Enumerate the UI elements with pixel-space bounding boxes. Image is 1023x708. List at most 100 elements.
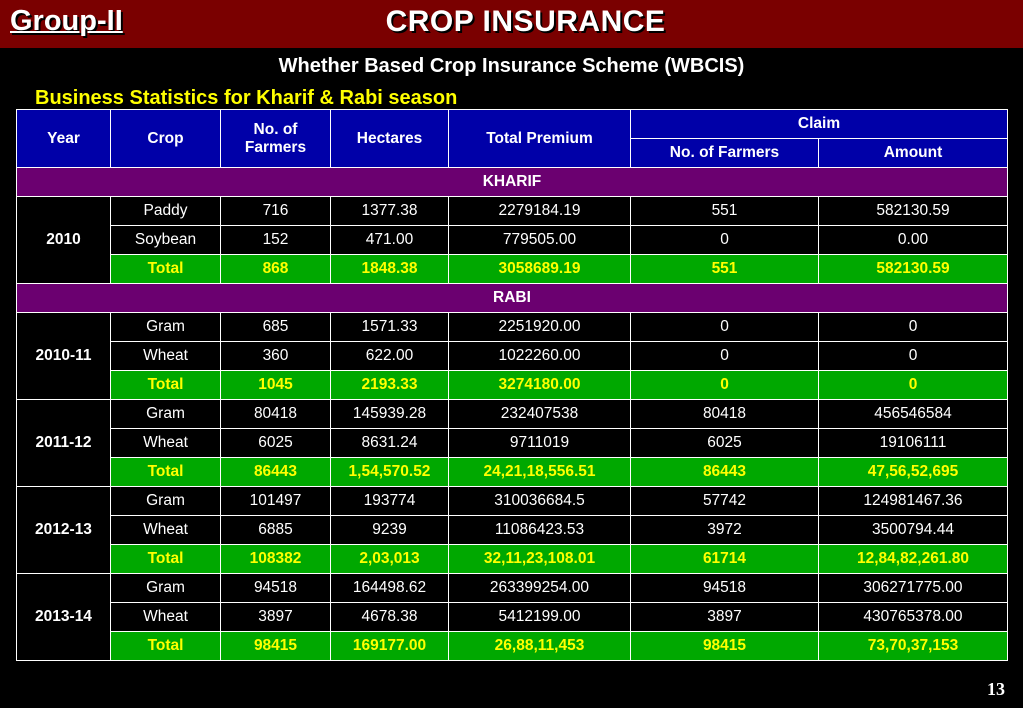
premium-cell: 26,88,11,453: [448, 631, 631, 661]
total-row: Total 108382 2,03,013 32,11,23,108.01 61714 1…: [17, 544, 1008, 574]
premium-cell: 5412199.00: [448, 602, 631, 632]
rabi-season-label: RABI: [16, 283, 1008, 313]
section-title: Business Statistics for Kharif & Rabi se…: [35, 87, 458, 109]
premium-cell: 310036684.5: [448, 486, 631, 516]
page-number: 13: [987, 679, 1005, 699]
kharif-season-label: KHARIF: [16, 167, 1008, 197]
total-row: Total 86443 1,54,570.52 24,21,18,556.51 8644…: [17, 457, 1008, 487]
hectares-cell: 1571.33: [330, 312, 449, 342]
farmers-cell: 716: [220, 196, 331, 226]
claim-farmers-cell: 3972: [630, 515, 819, 545]
claim-farmers-cell: 3897: [630, 602, 819, 632]
statistics-table: Year Crop No. of Farmers Hectares Total …: [16, 109, 1008, 661]
farmers-cell: 6025: [220, 428, 331, 458]
crop-cell: Gram: [110, 399, 221, 429]
crop-cell: Wheat: [110, 602, 221, 632]
year-cell: 2010-11: [16, 312, 111, 400]
premium-cell: 2279184.19: [448, 196, 631, 226]
claim-farmers-cell: 80418: [630, 399, 819, 429]
hectares-cell: 1,54,570.52: [330, 457, 449, 487]
claim-amount-cell: 0: [818, 312, 1008, 342]
column-header-claim-farmers: No. of Farmers: [630, 138, 819, 168]
premium-cell: 11086423.53: [448, 515, 631, 545]
crop-cell: Total: [110, 254, 221, 284]
title-bar: [0, 0, 1023, 48]
claim-farmers-cell: 0: [630, 225, 819, 255]
claim-amount-cell: 0: [818, 370, 1008, 400]
premium-cell: 9711019: [448, 428, 631, 458]
crop-cell: Wheat: [110, 341, 221, 371]
crop-cell: Total: [110, 631, 221, 661]
claim-amount-cell: 19106111: [818, 428, 1008, 458]
table-row: 2012-13 Gram 101497 193774 310036684.5 57742 1…: [16, 486, 1008, 574]
hectares-cell: 169177.00: [330, 631, 449, 661]
premium-cell: 1022260.00: [448, 341, 631, 371]
claim-farmers-cell: 94518: [630, 573, 819, 603]
hectares-cell: 622.00: [330, 341, 449, 371]
premium-cell: 263399254.00: [448, 573, 631, 603]
table-row: Wheat 6025 8631.24 9711019 6025 19106111: [17, 428, 1008, 458]
table-row: 2011-12 Gram 80418 145939.28 232407538 80418 4…: [16, 399, 1008, 487]
claim-amount-cell: 12,84,82,261.80: [818, 544, 1008, 574]
claim-farmers-cell: 61714: [630, 544, 819, 574]
farmers-cell: 86443: [220, 457, 331, 487]
premium-cell: 24,21,18,556.51: [448, 457, 631, 487]
page-title: CROP INSURANCE: [385, 5, 666, 38]
table-row: 2013-14 Gram 94518 164498.62 263399254.00 945…: [16, 573, 1008, 661]
year-cell: 2013-14: [16, 573, 111, 661]
claim-amount-cell: 3500794.44: [818, 515, 1008, 545]
claim-farmers-cell: 551: [630, 196, 819, 226]
claim-amount-cell: 0.00: [818, 225, 1008, 255]
crop-cell: Wheat: [110, 515, 221, 545]
farmers-cell: 360: [220, 341, 331, 371]
claim-amount-cell: 0: [818, 341, 1008, 371]
hectares-cell: 4678.38: [330, 602, 449, 632]
claim-amount-cell: 582130.59: [818, 254, 1008, 284]
hectares-cell: 164498.62: [330, 573, 449, 603]
claim-amount-cell: 456546584: [818, 399, 1008, 429]
crop-cell: Gram: [110, 486, 221, 516]
premium-cell: 3274180.00: [448, 370, 631, 400]
table-body: KHARIF 2010 Paddy 716 1377.38 2279184.19 551 58…: [16, 167, 1008, 661]
hectares-cell: 2,03,013: [330, 544, 449, 574]
crop-cell: Total: [110, 457, 221, 487]
farmers-cell: 868: [220, 254, 331, 284]
farmers-cell: 1045: [220, 370, 331, 400]
column-header-year: Year: [16, 109, 111, 168]
year-cell: 2010: [16, 196, 111, 284]
table-row: 2010 Paddy 716 1377.38 2279184.19 551 582130.5…: [16, 196, 1008, 284]
crop-cell: Total: [110, 544, 221, 574]
hectares-cell: 8631.24: [330, 428, 449, 458]
claim-farmers-cell: 57742: [630, 486, 819, 516]
table-row: Wheat 3897 4678.38 5412199.00 3897 430765378.…: [17, 602, 1008, 632]
table-row: Wheat 6885 9239 11086423.53 3972 3500794.44: [17, 515, 1008, 545]
scheme-subtitle: Whether Based Crop Insurance Scheme (WBC…: [278, 55, 745, 77]
crop-cell: Wheat: [110, 428, 221, 458]
farmers-cell: 80418: [220, 399, 331, 429]
premium-cell: 2251920.00: [448, 312, 631, 342]
claim-farmers-cell: 0: [630, 341, 819, 371]
farmers-cell: 3897: [220, 602, 331, 632]
claim-farmers-cell: 0: [630, 370, 819, 400]
claim-amount-cell: 430765378.00: [818, 602, 1008, 632]
farmers-cell: 6885: [220, 515, 331, 545]
claim-farmers-cell: 98415: [630, 631, 819, 661]
crop-cell: Gram: [110, 312, 221, 342]
column-header-farmers: No. of Farmers: [220, 109, 331, 168]
total-row: Total 1045 2193.33 3274180.00 0 0: [17, 370, 1008, 400]
crop-cell: Soybean: [110, 225, 221, 255]
year-cell: 2011-12: [16, 399, 111, 487]
premium-cell: 232407538: [448, 399, 631, 429]
claim-amount-cell: 47,56,52,695: [818, 457, 1008, 487]
farmers-cell: 94518: [220, 573, 331, 603]
premium-cell: 779505.00: [448, 225, 631, 255]
claim-farmers-cell: 551: [630, 254, 819, 284]
claim-amount-cell: 124981467.36: [818, 486, 1008, 516]
claim-amount-cell: 306271775.00: [818, 573, 1008, 603]
total-row: Total 868 1848.38 3058689.19 551 582130.59: [17, 254, 1008, 284]
hectares-cell: 193774: [330, 486, 449, 516]
farmers-cell: 685: [220, 312, 331, 342]
farmers-cell: 152: [220, 225, 331, 255]
table-row: Wheat 360 622.00 1022260.00 0 0: [17, 341, 1008, 371]
farmers-cell: 98415: [220, 631, 331, 661]
